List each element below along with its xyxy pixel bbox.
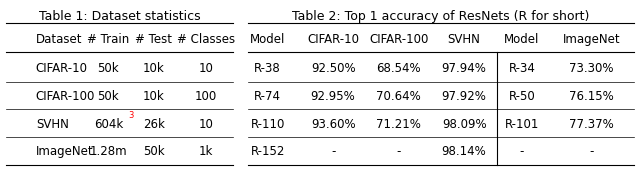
Text: # Train: # Train: [87, 33, 129, 46]
Text: 3: 3: [129, 111, 134, 120]
Text: SVHN: SVHN: [447, 33, 481, 46]
Text: R-110: R-110: [250, 118, 285, 131]
Text: Model: Model: [250, 33, 285, 46]
Text: Dataset: Dataset: [36, 33, 83, 46]
Text: CIFAR-100: CIFAR-100: [369, 33, 428, 46]
Text: R-50: R-50: [509, 90, 535, 103]
Text: 92.50%: 92.50%: [311, 62, 355, 75]
Text: CIFAR-100: CIFAR-100: [36, 90, 95, 103]
Text: 77.37%: 77.37%: [569, 118, 614, 131]
Text: CIFAR-10: CIFAR-10: [36, 62, 88, 75]
Text: 98.14%: 98.14%: [442, 145, 486, 158]
Text: -: -: [520, 145, 524, 158]
Text: 97.94%: 97.94%: [442, 62, 486, 75]
Text: 70.64%: 70.64%: [376, 90, 421, 103]
Text: 92.95%: 92.95%: [310, 90, 355, 103]
Text: Table 1: Dataset statistics: Table 1: Dataset statistics: [39, 10, 200, 23]
Text: SVHN: SVHN: [36, 118, 68, 131]
Text: 100: 100: [195, 90, 217, 103]
Text: 73.30%: 73.30%: [569, 62, 614, 75]
Text: 10: 10: [198, 118, 213, 131]
Text: 93.60%: 93.60%: [311, 118, 355, 131]
Text: -: -: [331, 145, 335, 158]
Text: 1k: 1k: [198, 145, 213, 158]
Text: Table 2: Top 1 accuracy of ResNets (R for short): Table 2: Top 1 accuracy of ResNets (R fo…: [292, 10, 589, 23]
Text: 50k: 50k: [97, 62, 119, 75]
Text: 50k: 50k: [97, 90, 119, 103]
Text: -: -: [589, 145, 593, 158]
Text: R-152: R-152: [250, 145, 285, 158]
Text: CIFAR-10: CIFAR-10: [307, 33, 359, 46]
Text: # Test: # Test: [135, 33, 172, 46]
Text: # Classes: # Classes: [177, 33, 235, 46]
Text: 10k: 10k: [143, 90, 164, 103]
Text: 98.09%: 98.09%: [442, 118, 486, 131]
Text: R-34: R-34: [508, 62, 535, 75]
Text: 97.92%: 97.92%: [442, 90, 486, 103]
Text: 10k: 10k: [143, 62, 164, 75]
Text: R-74: R-74: [254, 90, 281, 103]
Text: 1.28m: 1.28m: [90, 145, 127, 158]
Text: R-38: R-38: [254, 62, 281, 75]
Text: 10: 10: [198, 62, 213, 75]
Text: Model: Model: [504, 33, 540, 46]
Text: 26k: 26k: [143, 118, 164, 131]
Text: ImageNet: ImageNet: [563, 33, 620, 46]
Text: -: -: [396, 145, 401, 158]
Text: 68.54%: 68.54%: [376, 62, 421, 75]
Text: 71.21%: 71.21%: [376, 118, 421, 131]
Text: ImageNet: ImageNet: [36, 145, 93, 158]
Text: 50k: 50k: [143, 145, 164, 158]
Text: R-101: R-101: [505, 118, 539, 131]
Text: 76.15%: 76.15%: [569, 90, 614, 103]
Text: 604k: 604k: [93, 118, 123, 131]
